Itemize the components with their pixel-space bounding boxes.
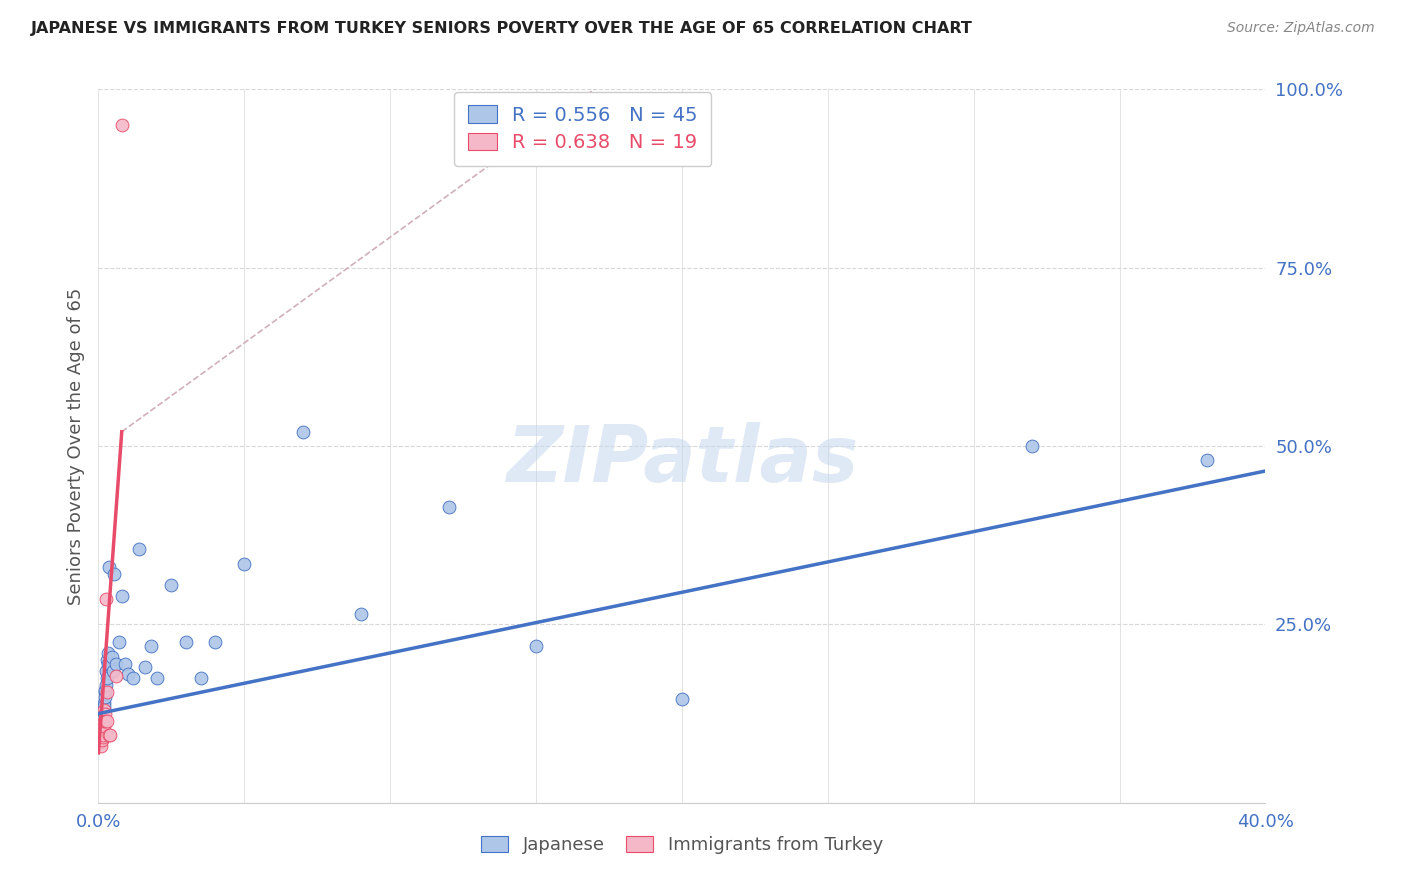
Point: [101, 664, 124, 678]
Point: [90, 710, 112, 724]
Point: [90, 731, 112, 746]
Point: [93, 685, 115, 699]
Point: [91, 730, 114, 744]
Point: [91, 706, 114, 721]
Point: [350, 607, 373, 621]
Point: [94, 706, 117, 721]
Point: [94, 664, 117, 678]
Point: [104, 669, 127, 683]
Y-axis label: Seniors Poverty Over the Age of 65: Seniors Poverty Over the Age of 65: [66, 287, 84, 605]
Point: [93, 699, 115, 714]
Text: Source: ZipAtlas.com: Source: ZipAtlas.com: [1227, 21, 1375, 35]
Point: [94, 678, 117, 692]
Point: [174, 635, 197, 649]
Point: [93, 703, 115, 717]
Point: [128, 542, 150, 557]
Point: [103, 567, 125, 582]
Point: [94, 683, 117, 698]
Point: [94, 592, 117, 607]
Point: [139, 639, 162, 653]
Point: [97, 646, 120, 660]
Point: [94, 714, 117, 728]
Point: [97, 728, 120, 742]
Point: [93, 719, 115, 733]
Point: [1021, 439, 1043, 453]
Point: [96, 685, 118, 699]
Point: [100, 649, 122, 664]
Text: ZIPatlas: ZIPatlas: [506, 422, 858, 499]
Point: [524, 639, 547, 653]
Legend: Japanese, Immigrants from Turkey: Japanese, Immigrants from Turkey: [474, 829, 890, 862]
Point: [437, 500, 460, 514]
Point: [1195, 453, 1218, 467]
Point: [91, 728, 114, 742]
Point: [190, 671, 212, 685]
Point: [104, 657, 127, 671]
Point: [91, 733, 114, 747]
Point: [93, 705, 115, 719]
Point: [671, 692, 693, 706]
Point: [108, 635, 131, 649]
Point: [93, 696, 115, 710]
Point: [90, 739, 112, 753]
Point: [111, 589, 134, 603]
Point: [97, 657, 120, 671]
Point: [291, 425, 314, 439]
Point: [98, 657, 121, 671]
Point: [96, 653, 118, 667]
Point: [111, 118, 134, 132]
Point: [91, 714, 114, 728]
Point: [114, 657, 136, 671]
Point: [134, 660, 156, 674]
Point: [160, 578, 183, 592]
Point: [93, 701, 115, 715]
Point: [90, 703, 112, 717]
Point: [204, 635, 226, 649]
Point: [96, 714, 118, 728]
Point: [96, 671, 118, 685]
Point: [91, 712, 114, 726]
Point: [91, 717, 114, 731]
Point: [146, 671, 169, 685]
Point: [233, 557, 256, 571]
Point: [97, 560, 120, 574]
Point: [90, 735, 112, 749]
Point: [94, 690, 117, 705]
Point: [122, 671, 145, 685]
Text: JAPANESE VS IMMIGRANTS FROM TURKEY SENIORS POVERTY OVER THE AGE OF 65 CORRELATIO: JAPANESE VS IMMIGRANTS FROM TURKEY SENIO…: [31, 21, 973, 36]
Point: [117, 667, 139, 681]
Point: [98, 728, 121, 742]
Point: [93, 714, 115, 728]
